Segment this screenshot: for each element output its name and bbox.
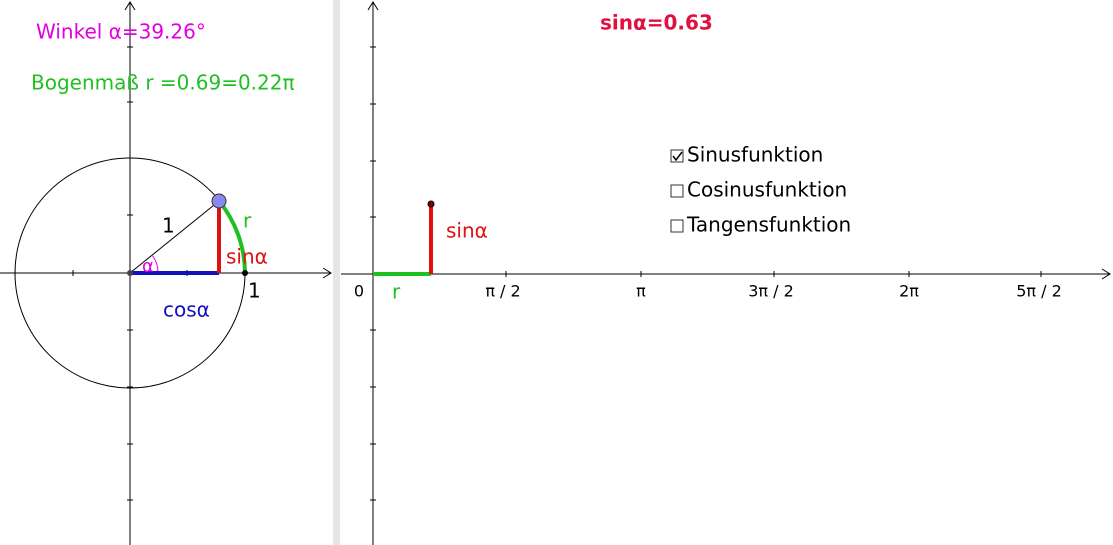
unit-point	[242, 270, 248, 276]
checkbox[interactable]: Sinusfunktion	[670, 143, 823, 167]
cos-label: cosα	[163, 298, 210, 322]
sin-value-label: sinα=0.63	[600, 11, 713, 35]
x-axis-label: 5π / 2	[1016, 282, 1062, 301]
sin-point	[427, 200, 435, 208]
checkbox-label[interactable]: Tangensfunktion	[686, 213, 851, 237]
x-axis-label: 0	[354, 282, 364, 301]
checkbox-check[interactable]	[672, 151, 683, 162]
arc-label: r	[243, 209, 252, 233]
radian-label: Bogenmaß r =0.69=0.22π	[31, 71, 295, 95]
x-axis-label: π / 2	[485, 282, 520, 301]
origin-point	[127, 270, 133, 276]
checkbox-box[interactable]	[670, 149, 684, 163]
checkbox-list: Sinusfunktion Cosinusfunktion Tangensfunkt…	[670, 143, 851, 237]
checkbox[interactable]: Cosinusfunktion	[670, 178, 847, 202]
radius-label: 1	[162, 214, 175, 238]
checkbox[interactable]: Tangensfunktion	[670, 213, 851, 237]
radius	[129, 200, 220, 274]
panel-divider	[333, 0, 340, 545]
angle-label: Winkel α=39.26°	[36, 20, 206, 44]
checkbox-label[interactable]: Cosinusfunktion	[687, 178, 847, 202]
sin-label-right: sinα	[446, 219, 488, 243]
x-axis-label: 3π / 2	[748, 282, 794, 301]
checkbox-box[interactable]	[670, 219, 684, 233]
x-axis-label: π	[636, 282, 646, 301]
x-axis-label: 2π	[899, 282, 919, 301]
checkbox-label[interactable]: Sinusfunktion	[687, 143, 823, 167]
right-axes	[341, 1, 1111, 545]
checkbox-box[interactable]	[670, 184, 684, 198]
unit-label: 1	[248, 279, 261, 303]
r-label: r	[392, 280, 401, 304]
x-axis-labels: 0 π / 2 π 3π / 2 2π 5π / 2	[354, 282, 1062, 301]
alpha-label: α	[142, 256, 154, 277]
sin-label: sinα	[226, 245, 268, 269]
circle-point	[211, 193, 227, 209]
